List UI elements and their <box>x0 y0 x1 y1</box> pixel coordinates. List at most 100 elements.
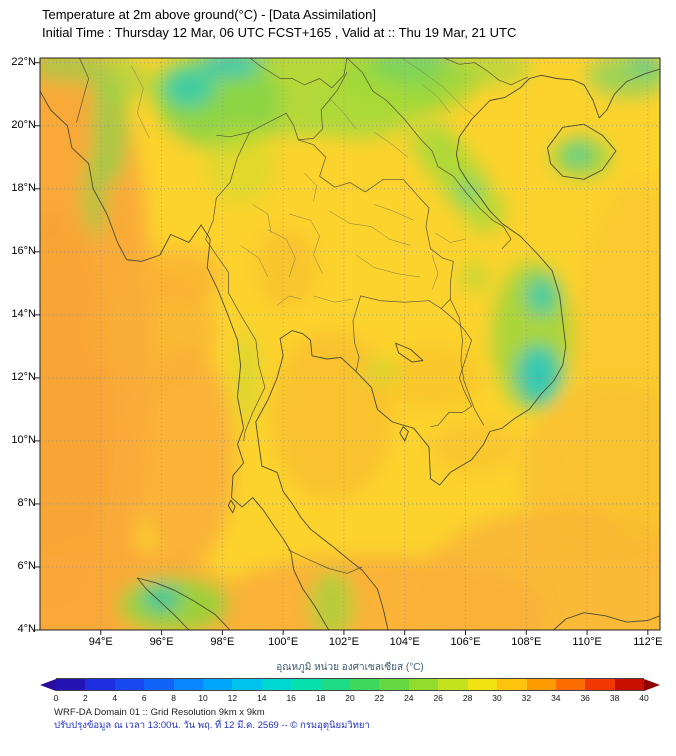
temperature-blob <box>271 330 392 501</box>
lat-tick-label: 6°N <box>17 559 36 572</box>
province-border <box>328 210 411 246</box>
colorbar-segment <box>379 679 409 690</box>
province-border <box>267 229 296 278</box>
temperature-blob <box>309 570 354 630</box>
colorbar-segment <box>114 679 145 690</box>
colorbar-segment <box>320 679 351 690</box>
coastline <box>399 426 409 442</box>
colorbar-gradient <box>56 678 645 691</box>
colorbar-tick-label: 36 <box>580 693 590 703</box>
country-border <box>449 298 485 426</box>
colorbar-segment <box>85 679 115 690</box>
province-border <box>374 131 408 158</box>
temperature-blob <box>628 58 660 74</box>
colorbar-ticks: 0 2 4 6 8 10 12 14 16 18 20 22 24 26 28 30 32 34 36 38 40 <box>40 693 660 705</box>
colorbar-tick-label: 12 <box>227 693 238 703</box>
colorbar-segment <box>497 679 527 690</box>
province-border <box>431 254 439 290</box>
lon-tick-label: 110°E <box>572 636 602 648</box>
colorbar-tick-label: 40 <box>639 693 649 703</box>
footer: WRF-DA Domain 01 :: Grid Resolution 9km … <box>54 706 370 732</box>
lat-tick-label: 16°N <box>11 244 36 257</box>
temperature-blob <box>40 58 92 253</box>
update-info-text: ปรับปรุงข้อมูล ณ เวลา 13:00น. วัน พฤ. ที… <box>54 720 370 731</box>
country-border <box>352 295 451 372</box>
province-border <box>401 58 475 117</box>
colorbar-bar <box>40 678 660 691</box>
province-border <box>313 295 354 303</box>
lat-tick-label: 18°N <box>11 181 36 194</box>
colorbar-tick-label: 8 <box>171 693 176 703</box>
colorbar-segment <box>408 679 439 690</box>
temperature-blob <box>307 80 418 140</box>
country-border <box>205 131 266 441</box>
colorbar-tick-label: 16 <box>286 693 296 703</box>
province-border <box>355 254 420 278</box>
province-border <box>374 204 414 221</box>
map-panel: 4°N 6°N 8°N 10°N 12°N 14°N 16°N 18°N 20°N 22°N 94… <box>11 56 662 648</box>
coastline <box>40 90 330 630</box>
lon-tick-label: 102°E <box>328 636 359 648</box>
lat-tick-label: 4°N <box>17 623 36 635</box>
temperature-blob <box>82 153 107 238</box>
colorbar-segment <box>438 679 468 690</box>
province-border <box>304 172 317 202</box>
coastline <box>227 499 236 514</box>
country-border <box>346 58 512 249</box>
lat-tick-label: 14°N <box>11 307 36 320</box>
lat-tick-label: 20°N <box>11 118 36 131</box>
colorbar-segment <box>261 679 292 690</box>
colorbar-segment <box>585 679 615 690</box>
lat-tick-label: 22°N <box>11 55 36 68</box>
colorbar-segment <box>56 679 86 690</box>
country-border <box>76 58 89 123</box>
colorbar-tick-label: 20 <box>345 693 355 703</box>
colorbar-segment <box>291 679 321 690</box>
lon-tick-label: 104°E <box>389 636 420 648</box>
coastline <box>553 612 660 630</box>
colorbar-tick-label: 0 <box>53 693 59 703</box>
model-info-text: WRF-DA Domain 01 :: Grid Resolution 9km … <box>54 707 265 718</box>
colorbar-tick-label: 32 <box>521 693 532 703</box>
colorbar: อุณหภูมิ หน่วย องศาเซลเซียส (°C) 0 2 4 6 8 10… <box>40 660 660 705</box>
temperature-blob <box>459 262 490 292</box>
colorbar-segment <box>555 679 586 690</box>
page-subtitle: Initial Time : Thursday 12 Mar, 06 UTC F… <box>42 25 517 40</box>
province-border <box>328 97 357 130</box>
province-border <box>130 65 150 139</box>
colorbar-tick-label: 34 <box>551 693 561 703</box>
province-border <box>252 204 272 233</box>
colorbar-tick-label: 10 <box>198 693 208 703</box>
lon-tick-label: 94°E <box>88 636 113 648</box>
colorbar-tick-label: 2 <box>83 693 88 703</box>
temperature-field-map <box>35 57 661 635</box>
province-border <box>289 213 323 275</box>
temperature-blob <box>137 346 234 567</box>
temperature-blob <box>435 58 532 85</box>
country-border <box>287 549 363 574</box>
colorbar-tick-label: 18 <box>315 693 326 703</box>
colorbar-segment <box>144 679 174 690</box>
lon-tick-label: 98°E <box>210 636 235 648</box>
coastline <box>255 68 660 630</box>
country-border <box>444 58 528 86</box>
temperature-blob <box>571 182 660 543</box>
temperature-blob <box>234 329 259 426</box>
lat-tick-label: 8°N <box>17 496 36 509</box>
colorbar-tick-label: 14 <box>257 693 267 703</box>
province-border <box>276 295 302 306</box>
temperature-blob <box>205 123 276 204</box>
colorbar-tick-label: 22 <box>374 693 385 703</box>
lon-tick-label: 100°E <box>268 636 299 648</box>
colorbar-segment <box>232 679 262 690</box>
colorbar-segment <box>173 679 204 690</box>
country-border <box>249 58 348 89</box>
lon-tick-label: 108°E <box>511 636 542 648</box>
page-title: Temperature at 2m above ground(°C) - [Da… <box>42 7 376 22</box>
colorbar-tick-label: 38 <box>609 693 620 703</box>
temperature-blob <box>86 58 146 104</box>
colorbar-tick-label: 26 <box>433 693 443 703</box>
lat-tick-label: 12°N <box>11 370 36 383</box>
temperature-blob <box>137 249 222 305</box>
